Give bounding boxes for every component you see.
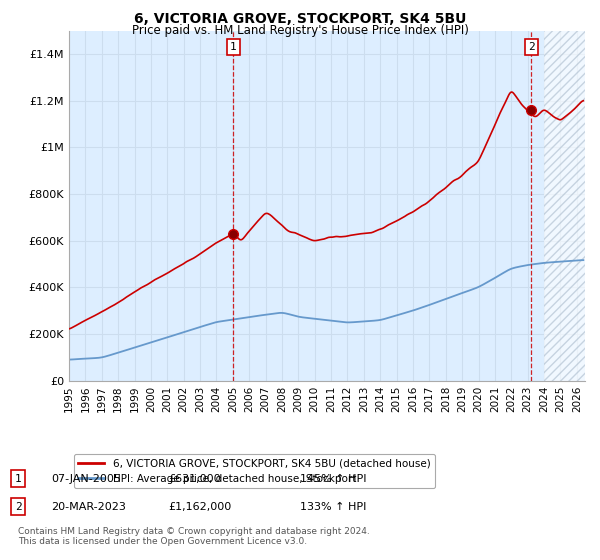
- Text: 2: 2: [528, 42, 535, 52]
- Text: 1: 1: [14, 474, 22, 484]
- Text: 2: 2: [14, 502, 22, 512]
- Text: 145% ↑ HPI: 145% ↑ HPI: [300, 474, 367, 484]
- Text: 6, VICTORIA GROVE, STOCKPORT, SK4 5BU: 6, VICTORIA GROVE, STOCKPORT, SK4 5BU: [134, 12, 466, 26]
- Text: £631,000: £631,000: [168, 474, 221, 484]
- Text: Price paid vs. HM Land Registry's House Price Index (HPI): Price paid vs. HM Land Registry's House …: [131, 24, 469, 36]
- Bar: [544, 31, 585, 381]
- Text: 20-MAR-2023: 20-MAR-2023: [51, 502, 126, 512]
- Text: 07-JAN-2005: 07-JAN-2005: [51, 474, 121, 484]
- Bar: [544, 31, 585, 381]
- Text: 1: 1: [230, 42, 237, 52]
- Legend: 6, VICTORIA GROVE, STOCKPORT, SK4 5BU (detached house), HPI: Average price, deta: 6, VICTORIA GROVE, STOCKPORT, SK4 5BU (d…: [74, 454, 434, 488]
- Text: 133% ↑ HPI: 133% ↑ HPI: [300, 502, 367, 512]
- Text: £1,162,000: £1,162,000: [168, 502, 231, 512]
- Text: Contains HM Land Registry data © Crown copyright and database right 2024.
This d: Contains HM Land Registry data © Crown c…: [18, 526, 370, 546]
